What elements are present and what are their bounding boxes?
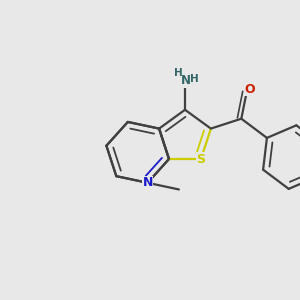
Text: N: N xyxy=(142,176,153,189)
Text: H: H xyxy=(174,68,182,78)
Text: O: O xyxy=(244,82,255,95)
Text: S: S xyxy=(196,152,206,166)
Text: N: N xyxy=(181,74,191,87)
Text: H: H xyxy=(190,74,198,84)
Text: N: N xyxy=(142,176,153,189)
